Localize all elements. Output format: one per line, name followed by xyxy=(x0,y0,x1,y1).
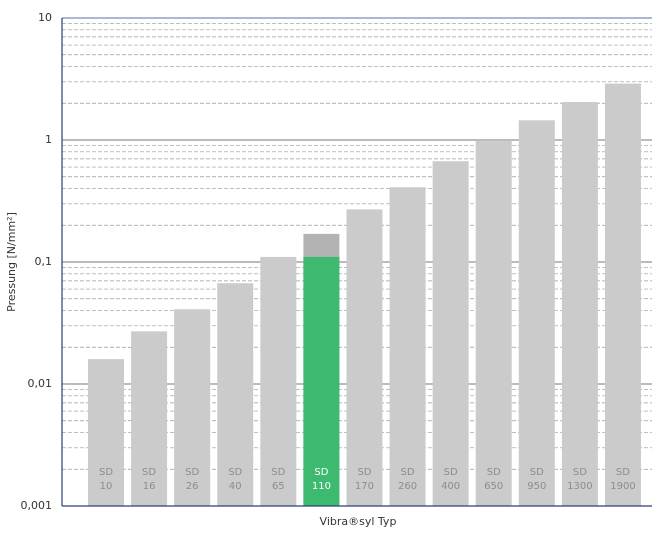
x-tick-label: SD xyxy=(228,467,242,478)
bar xyxy=(88,359,124,506)
x-tick-label: 26 xyxy=(186,481,199,492)
x-tick-label: 260 xyxy=(398,481,417,492)
bar xyxy=(260,256,297,506)
x-tick-label: 65 xyxy=(272,481,285,492)
x-tick-label: 110 xyxy=(312,481,331,492)
x-tick-label: 10 xyxy=(100,481,113,492)
x-tick-label: SD xyxy=(271,467,285,478)
x-tick-label: 400 xyxy=(441,481,460,492)
x-tick-label: 40 xyxy=(229,481,242,492)
bar xyxy=(174,309,211,506)
x-axis-label: Vibra®syl Typ xyxy=(320,515,397,528)
bar xyxy=(475,141,512,506)
x-tick-label: 650 xyxy=(484,481,503,492)
bar xyxy=(131,331,168,506)
y-tick-label: 0,1 xyxy=(35,255,53,268)
x-tick-label: 950 xyxy=(527,481,546,492)
x-tick-label: SD xyxy=(142,467,156,478)
bar xyxy=(217,283,254,506)
x-tick-label: SD xyxy=(487,467,501,478)
x-tick-label: SD xyxy=(573,467,587,478)
x-tick-label: SD xyxy=(357,467,371,478)
x-tick-label: SD xyxy=(314,467,328,478)
bar xyxy=(346,209,383,506)
x-tick-label: 1900 xyxy=(610,481,635,492)
y-tick-label: 10 xyxy=(38,11,52,24)
x-tick-label: SD xyxy=(401,467,415,478)
highlight-bar xyxy=(303,256,340,506)
x-tick-label: 1300 xyxy=(567,481,592,492)
x-tick-label: SD xyxy=(185,467,199,478)
x-tick-label: 16 xyxy=(143,481,156,492)
bar xyxy=(604,83,641,507)
bar xyxy=(389,187,426,507)
bar xyxy=(518,120,555,506)
x-tick-label: 170 xyxy=(355,481,374,492)
x-tick-label: SD xyxy=(99,467,113,478)
bar xyxy=(561,101,598,506)
x-tick-label: SD xyxy=(444,467,458,478)
x-tick-label: SD xyxy=(530,467,544,478)
y-axis-label: Pressung [N/mm²] xyxy=(5,212,18,312)
y-tick-label: 1 xyxy=(45,133,52,146)
y-tick-label: 0,01 xyxy=(28,377,53,390)
bar xyxy=(432,161,469,506)
x-tick-label: SD xyxy=(616,467,630,478)
y-tick-label: 0,001 xyxy=(21,499,53,512)
